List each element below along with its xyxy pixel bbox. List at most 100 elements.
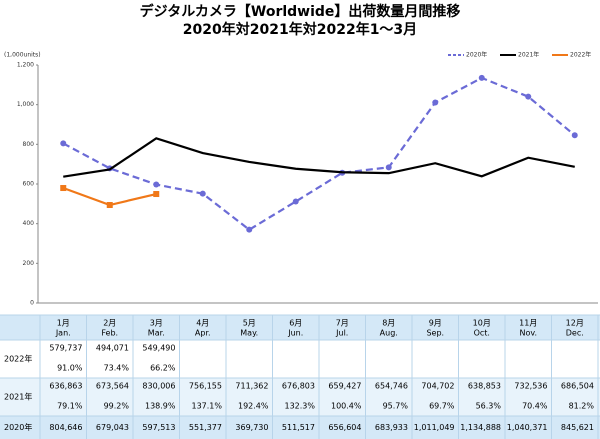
point [525, 93, 532, 100]
table-value: 673,564 [96, 382, 129, 391]
table-header-en: Jan. [55, 329, 71, 338]
point [106, 202, 113, 209]
table-header: 8月 [382, 319, 395, 328]
table-header-en: Nov. [519, 329, 537, 338]
table-ratio: 132.3% [284, 402, 315, 411]
table-value: 549,490 [142, 344, 175, 353]
table-value: 494,071 [96, 344, 129, 353]
table-header-en: Oct. [474, 329, 490, 338]
row-label: 2022年 [4, 354, 32, 364]
table-value: 638,853 [468, 382, 501, 391]
table-value: 845,621 [561, 423, 594, 432]
table-value: 511,517 [282, 423, 315, 432]
table-row [0, 378, 600, 416]
table-header: 2月 [103, 319, 116, 328]
table-value: 654,746 [375, 382, 408, 391]
row-label: 2021年 [4, 392, 32, 402]
point [292, 198, 299, 205]
series-line [63, 137, 575, 178]
point [199, 190, 206, 197]
table-ratio: 73.4% [104, 364, 130, 373]
table-header-en: Sep. [426, 329, 444, 338]
table-header: 10月 [473, 319, 491, 328]
table-header-en: Jul. [335, 329, 348, 338]
point [60, 140, 67, 147]
legend-label: 2022年 [570, 51, 591, 59]
table-ratio: 99.2% [104, 402, 130, 411]
table-value: 704,702 [421, 382, 454, 391]
table-ratio: 137.1% [191, 402, 222, 411]
table-header-en: May. [240, 329, 258, 338]
series-line [62, 76, 576, 232]
y-tick-label: 600 [23, 181, 35, 188]
table-value: 636,863 [49, 382, 82, 391]
table-ratio: 192.4% [238, 402, 269, 411]
table-header: 4月 [196, 319, 209, 328]
point [246, 226, 253, 233]
table-header-en: Mar. [148, 329, 165, 338]
table-header: 9月 [429, 319, 442, 328]
table-ratio: 81.2% [569, 402, 595, 411]
table-value: 732,536 [514, 382, 547, 391]
table-header-en: Apr. [195, 329, 211, 338]
legend-label: 2020年 [466, 51, 487, 59]
table-header: 1月 [57, 319, 70, 328]
chart-title: デジタルカメラ【Worldwide】出荷数量月間推移 [140, 3, 461, 20]
table-value: 686,504 [561, 382, 594, 391]
legend-label: 2021年 [518, 51, 539, 59]
table-row [0, 416, 600, 439]
table-ratio: 95.7% [383, 402, 409, 411]
table-value: 1,040,371 [507, 423, 548, 432]
table-value: 369,730 [235, 423, 268, 432]
y-tick-label: 1,200 [17, 62, 34, 69]
table-value: 656,604 [328, 423, 361, 432]
table-value: 679,043 [96, 423, 129, 432]
table-value: 683,933 [375, 423, 408, 432]
table-value: 597,513 [142, 423, 175, 432]
table-ratio: 66.2% [150, 364, 176, 373]
table-ratio: 70.4% [522, 402, 548, 411]
y-tick-label: 1,000 [17, 101, 34, 108]
table-header-en: Jun. [287, 329, 303, 338]
point [478, 74, 485, 81]
table-header-en: Aug. [380, 329, 398, 338]
table-value: 830,006 [142, 382, 175, 391]
table-value: 711,362 [235, 382, 268, 391]
table-ratio: 56.3% [476, 402, 502, 411]
table-value: 579,737 [49, 344, 82, 353]
table-row [0, 340, 600, 378]
table-header: 5月 [243, 319, 256, 328]
table-header-en: Dec. [566, 329, 584, 338]
table-header: 12月 [566, 319, 584, 328]
point [153, 181, 160, 188]
table-value: 676,803 [282, 382, 315, 391]
point [60, 185, 67, 192]
point [385, 164, 392, 171]
table-ratio: 100.4% [331, 402, 362, 411]
point [153, 191, 160, 198]
point [571, 132, 578, 139]
table-value: 1,134,888 [460, 423, 501, 432]
table-header: 11月 [519, 319, 537, 328]
table-value: 551,377 [189, 423, 222, 432]
table-header: 3月 [150, 319, 163, 328]
point [432, 99, 439, 106]
table-header-en: Feb. [101, 329, 118, 338]
table-value: 756,155 [189, 382, 222, 391]
y-tick-label: 0 [30, 300, 34, 307]
y-tick-label: 400 [23, 220, 35, 227]
table-value: 1,011,049 [414, 423, 455, 432]
table-ratio: 91.0% [57, 364, 83, 373]
table-value: 659,427 [328, 382, 361, 391]
table-ratio: 69.7% [429, 402, 455, 411]
y-tick-label: 800 [23, 141, 35, 148]
unit-label: (1,000units) [4, 52, 41, 59]
table-ratio: 79.1% [57, 402, 83, 411]
y-tick-label: 200 [23, 260, 35, 267]
row-label: 2020年 [4, 422, 32, 432]
chart-subtitle: 2020年対2021年対2022年1～3月 [183, 21, 417, 38]
table-row [0, 315, 600, 340]
table-value: 804,646 [49, 423, 82, 432]
table-ratio: 138.9% [145, 402, 176, 411]
